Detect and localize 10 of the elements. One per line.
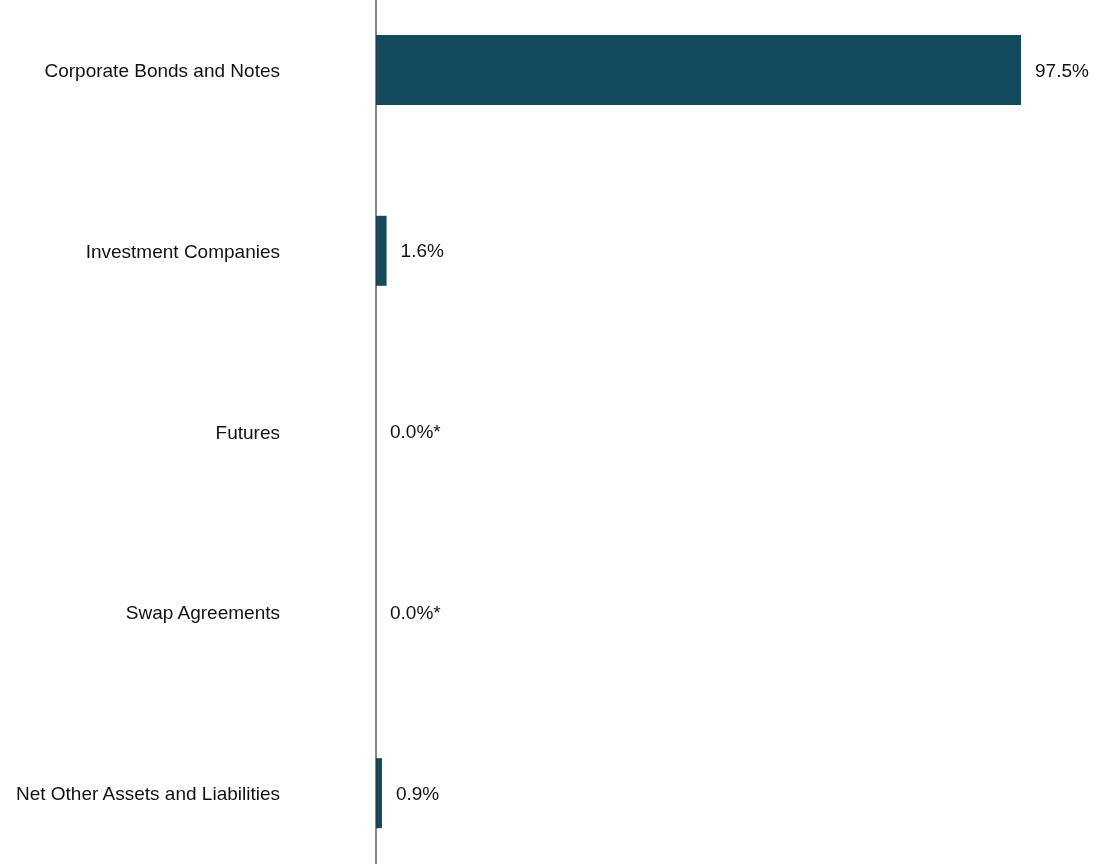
- y-tick-label: Net Other Assets and Liabilities: [15, 783, 280, 805]
- data-label: 1.6%: [400, 240, 444, 262]
- y-tick-label: Investment Companies: [85, 240, 280, 262]
- data-label: 97.5%: [1035, 59, 1089, 81]
- y-tick-label: Swap Agreements: [125, 602, 280, 624]
- y-tick-label: Corporate Bonds and Notes: [44, 59, 280, 81]
- data-label: 0.9%: [395, 782, 440, 804]
- y-tick-label: Futures: [215, 421, 280, 443]
- data-label: 0.0%*: [390, 601, 442, 623]
- data-label: 0.0%*: [390, 421, 442, 443]
